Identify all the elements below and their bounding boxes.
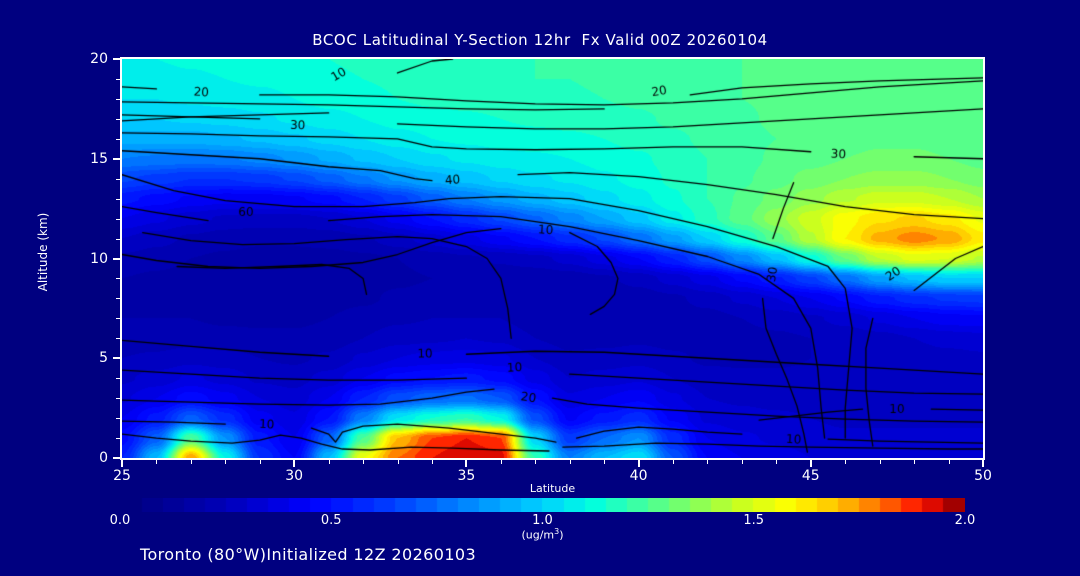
x-axis-title: Latitude <box>529 482 576 495</box>
x-tick-minor <box>397 460 399 464</box>
x-tick-minor <box>707 460 709 464</box>
y-tick-major <box>113 157 120 160</box>
y-tick-minor <box>116 78 120 80</box>
y-tick-major <box>113 457 120 459</box>
x-tick-minor <box>604 460 606 464</box>
x-tick-label: 25 <box>113 468 131 484</box>
y-tick-label: 10 <box>90 250 108 267</box>
x-tick-minor <box>328 460 330 464</box>
x-tick-minor <box>845 460 847 464</box>
y-tick-label: 15 <box>90 150 108 167</box>
x-tick-major <box>293 460 296 467</box>
x-tick-major <box>637 460 640 467</box>
y-tick-minor <box>116 118 120 120</box>
x-tick-minor <box>741 460 743 464</box>
colorbar-tick-label: 2.0 <box>954 513 976 528</box>
units-text: (ug/m <box>521 528 555 542</box>
x-tick-minor <box>879 460 881 464</box>
y-tick-minor <box>116 138 120 140</box>
page-title: BCOC Latitudinal Y-Section 12hr Fx Valid… <box>312 31 768 49</box>
x-tick-minor <box>948 460 950 464</box>
x-tick-minor <box>569 460 571 464</box>
y-tick-minor <box>116 318 120 320</box>
x-tick-label: 50 <box>974 468 992 484</box>
y-tick-minor <box>116 438 120 440</box>
x-tick-label: 30 <box>285 468 304 484</box>
colorbar-gradient <box>120 498 965 512</box>
footer-caption: Toronto (80°W)Initialized 12Z 20260103 <box>140 545 477 564</box>
y-tick-minor <box>116 298 120 300</box>
x-tick-minor <box>363 460 365 464</box>
y-tick-minor <box>116 218 120 220</box>
x-tick-minor <box>259 460 261 464</box>
x-tick-major <box>809 460 812 467</box>
colorbar-tick-label: 0.5 <box>320 513 342 528</box>
x-tick-minor <box>500 460 502 464</box>
x-tick-minor <box>535 460 537 464</box>
units-exponent: 3 <box>554 527 560 536</box>
y-tick-minor <box>116 238 120 240</box>
colorbar-units-label: (ug/m3) <box>120 527 965 542</box>
x-tick-minor <box>673 460 675 464</box>
colorbar-tick-label: 1.5 <box>743 513 765 528</box>
colorbar-tick-label: 1.0 <box>532 513 553 528</box>
y-tick-label: 5 <box>99 350 108 367</box>
x-tick-minor <box>431 460 433 464</box>
y-tick-minor <box>116 378 120 380</box>
x-tick-major <box>465 460 468 467</box>
x-tick-minor <box>225 460 227 464</box>
y-tick-minor <box>116 198 120 200</box>
y-tick-label: 0 <box>99 450 108 466</box>
x-tick-minor <box>914 460 916 464</box>
x-tick-minor <box>776 460 778 464</box>
y-tick-major <box>113 58 120 60</box>
units-close-paren: ) <box>559 528 564 542</box>
x-tick-minor <box>156 460 158 464</box>
y-tick-label: 20 <box>90 51 108 67</box>
x-tick-major <box>121 460 123 467</box>
x-tick-minor <box>190 460 192 464</box>
y-tick-minor <box>116 418 120 420</box>
x-tick-label: 45 <box>801 468 820 484</box>
y-tick-major <box>113 357 120 360</box>
y-tick-minor <box>116 338 120 340</box>
colorbar[interactable] <box>120 498 965 512</box>
x-tick-label: 35 <box>457 468 476 484</box>
y-tick-minor <box>116 98 120 100</box>
x-tick-label: 40 <box>629 468 648 484</box>
contour-heatmap-canvas <box>122 59 983 458</box>
plot-area[interactable] <box>120 57 985 460</box>
y-axis-title: Altitude (km) <box>36 212 50 292</box>
x-tick-major <box>982 460 984 467</box>
y-tick-minor <box>116 278 120 280</box>
y-tick-minor <box>116 178 120 180</box>
y-tick-major <box>113 257 120 260</box>
y-tick-minor <box>116 398 120 400</box>
colorbar-tick-label: 0.0 <box>109 513 131 528</box>
